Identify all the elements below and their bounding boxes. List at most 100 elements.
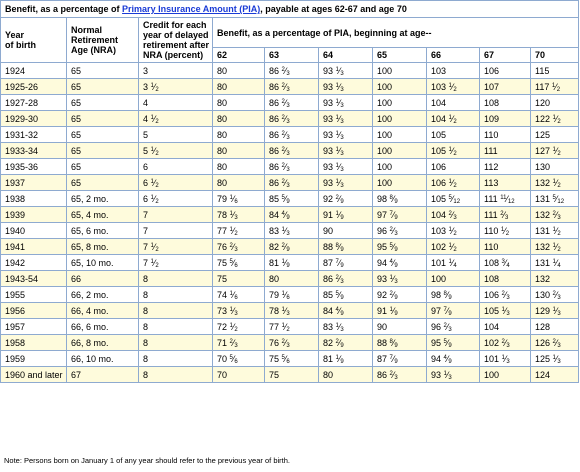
cell-age-65: 98 8⁄9 — [372, 190, 427, 207]
cell-age-65: 91 1⁄9 — [372, 302, 427, 319]
cell-age-63: 79 1⁄6 — [264, 286, 319, 303]
cell-age-64: 92 2⁄9 — [318, 190, 373, 207]
cell-age-65: 88 8⁄9 — [372, 334, 427, 351]
table-row: 1925-26 65 3 1⁄2 80 86 2⁄3 93 1⁄3 100 103 1⁄2 10… — [0, 78, 580, 95]
header-age-66: 66 — [426, 47, 480, 63]
table-row: 1942 65, 10 mo. 7 1⁄2 75 5⁄6 81 1⁄9 87 7⁄9 94 … — [0, 254, 580, 271]
cell-age-67: 108 3⁄4 — [479, 254, 531, 271]
cell-age-63: 86 2⁄3 — [264, 174, 319, 191]
header-benefit-by-age: Benefit, as a percentage of PIA, beginni… — [211, 17, 580, 48]
header-age-62: 62 — [212, 47, 265, 63]
cell-age-66: 98 8⁄9 — [426, 286, 480, 303]
cell-age-62: 80 — [212, 62, 265, 79]
cell-age-67: 109 — [479, 110, 531, 127]
cell-normal-retirement-age: 66 — [66, 270, 139, 287]
cell-year-of-birth: 1939 — [0, 206, 67, 223]
cell-age-63: 84 4⁄9 — [264, 206, 319, 223]
cell-age-64: 84 4⁄9 — [318, 302, 373, 319]
cell-year-of-birth: 1935-36 — [0, 158, 67, 175]
cell-age-66: 105 5⁄12 — [426, 190, 480, 207]
cell-delayed-credit: 7 1⁄2 — [138, 254, 213, 271]
cell-age-65: 97 7⁄9 — [372, 206, 427, 223]
cell-age-63: 78 1⁄3 — [264, 302, 319, 319]
cell-age-70: 125 — [529, 126, 580, 143]
table-row: 1927-28 65 4 80 86 2⁄3 93 1⁄3 100 104 108 120 — [0, 94, 580, 111]
cell-age-64: 82 2⁄9 — [318, 334, 373, 351]
cell-year-of-birth: 1929-30 — [0, 110, 67, 127]
cell-age-65: 95 5⁄9 — [372, 238, 427, 255]
pia-link[interactable]: Primary Insurance Amount (PIA) — [122, 4, 261, 14]
cell-age-65: 94 4⁄9 — [372, 254, 427, 271]
cell-year-of-birth: 1927-28 — [0, 94, 67, 111]
cell-age-65: 100 — [372, 142, 427, 159]
cell-age-64: 80 — [318, 366, 373, 383]
cell-age-65: 100 — [372, 158, 427, 175]
cell-age-64: 83 1⁄3 — [318, 318, 373, 335]
cell-age-64: 93 1⁄3 — [318, 142, 373, 159]
cell-age-64: 88 8⁄9 — [318, 238, 373, 255]
caption-prefix: Benefit, as a percentage of — [5, 4, 123, 14]
cell-delayed-credit: 5 1⁄2 — [138, 142, 213, 159]
cell-age-66: 96 2⁄3 — [426, 318, 480, 335]
table-row: 1935-36 65 6 80 86 2⁄3 93 1⁄3 100 106 112 130 — [0, 158, 580, 175]
cell-age-66: 101 1⁄4 — [426, 254, 480, 271]
cell-age-62: 80 — [212, 142, 265, 159]
cell-age-62: 75 5⁄6 — [212, 254, 265, 271]
caption-suffix: , payable at ages 62-67 and age 70 — [260, 4, 407, 14]
cell-age-63: 86 2⁄3 — [264, 94, 319, 111]
cell-age-63: 81 1⁄9 — [264, 254, 319, 271]
cell-delayed-credit: 6 1⁄2 — [138, 190, 213, 207]
cell-normal-retirement-age: 66, 4 mo. — [66, 302, 139, 319]
cell-age-67: 104 — [479, 318, 531, 335]
cell-year-of-birth: 1955 — [0, 286, 67, 303]
cell-age-70: 132 1⁄2 — [529, 174, 580, 191]
cell-age-64: 87 7⁄9 — [318, 254, 373, 271]
cell-year-of-birth: 1933-34 — [0, 142, 67, 159]
cell-age-62: 73 1⁄3 — [212, 302, 265, 319]
table-row: 1924 65 3 80 86 2⁄3 93 1⁄3 100 103 106 115 — [0, 62, 580, 79]
cell-age-70: 131 5⁄12 — [529, 190, 580, 207]
table-row: 1931-32 65 5 80 86 2⁄3 93 1⁄3 100 105 110 125 — [0, 126, 580, 143]
cell-delayed-credit: 7 — [138, 222, 213, 239]
table-body: 1924 65 3 80 86 2⁄3 93 1⁄3 100 103 106 115 1925-26… — [0, 62, 580, 383]
header-normal-retirement-age: Normal Retirement Age (NRA) — [66, 17, 139, 63]
cell-age-64: 93 1⁄3 — [318, 126, 373, 143]
cell-age-70: 126 2⁄3 — [529, 334, 580, 351]
cell-age-64: 93 1⁄3 — [318, 62, 373, 79]
cell-age-70: 122 1⁄2 — [529, 110, 580, 127]
table-row: 1958 66, 8 mo. 8 71 2⁄3 76 2⁄3 82 2⁄9 88 8⁄9 95… — [0, 334, 580, 351]
cell-age-62: 74 1⁄6 — [212, 286, 265, 303]
cell-normal-retirement-age: 65 — [66, 126, 139, 143]
table-caption: Benefit, as a percentage of Primary Insu… — [0, 0, 580, 18]
cell-age-63: 86 2⁄3 — [264, 158, 319, 175]
cell-age-64: 93 1⁄3 — [318, 94, 373, 111]
cell-age-66: 94 4⁄9 — [426, 350, 480, 367]
cell-year-of-birth: 1960 and later — [0, 366, 67, 383]
cell-age-64: 93 1⁄3 — [318, 174, 373, 191]
cell-age-66: 106 — [426, 158, 480, 175]
cell-age-65: 100 — [372, 94, 427, 111]
cell-age-70: 132 1⁄2 — [529, 238, 580, 255]
cell-delayed-credit: 8 — [138, 350, 213, 367]
cell-age-65: 100 — [372, 110, 427, 127]
cell-age-66: 95 5⁄9 — [426, 334, 480, 351]
table-row: 1940 65, 6 mo. 7 77 1⁄2 83 1⁄3 90 96 2⁄3 103 1⁄… — [0, 222, 580, 239]
cell-age-63: 86 2⁄3 — [264, 62, 319, 79]
cell-age-67: 113 — [479, 174, 531, 191]
cell-age-66: 103 — [426, 62, 480, 79]
table-row: 1955 66, 2 mo. 8 74 1⁄6 79 1⁄6 85 5⁄9 92 2⁄9 98… — [0, 286, 580, 303]
cell-age-65: 93 1⁄3 — [372, 270, 427, 287]
table-row: 1937 65 6 1⁄2 80 86 2⁄3 93 1⁄3 100 106 1⁄2 113 13… — [0, 174, 580, 191]
cell-delayed-credit: 5 — [138, 126, 213, 143]
table-row: 1957 66, 6 mo. 8 72 1⁄2 77 1⁄2 83 1⁄3 90 96 2⁄3… — [0, 318, 580, 335]
cell-delayed-credit: 8 — [138, 318, 213, 335]
cell-age-64: 90 — [318, 222, 373, 239]
table-row: 1941 65, 8 mo. 7 1⁄2 76 2⁄3 82 2⁄9 88 8⁄9 95 5… — [0, 238, 580, 255]
cell-normal-retirement-age: 66, 2 mo. — [66, 286, 139, 303]
cell-age-64: 93 1⁄3 — [318, 78, 373, 95]
cell-delayed-credit: 8 — [138, 270, 213, 287]
cell-age-66: 97 7⁄9 — [426, 302, 480, 319]
cell-age-67: 105 1⁄3 — [479, 302, 531, 319]
cell-delayed-credit: 8 — [138, 366, 213, 383]
cell-year-of-birth: 1924 — [0, 62, 67, 79]
